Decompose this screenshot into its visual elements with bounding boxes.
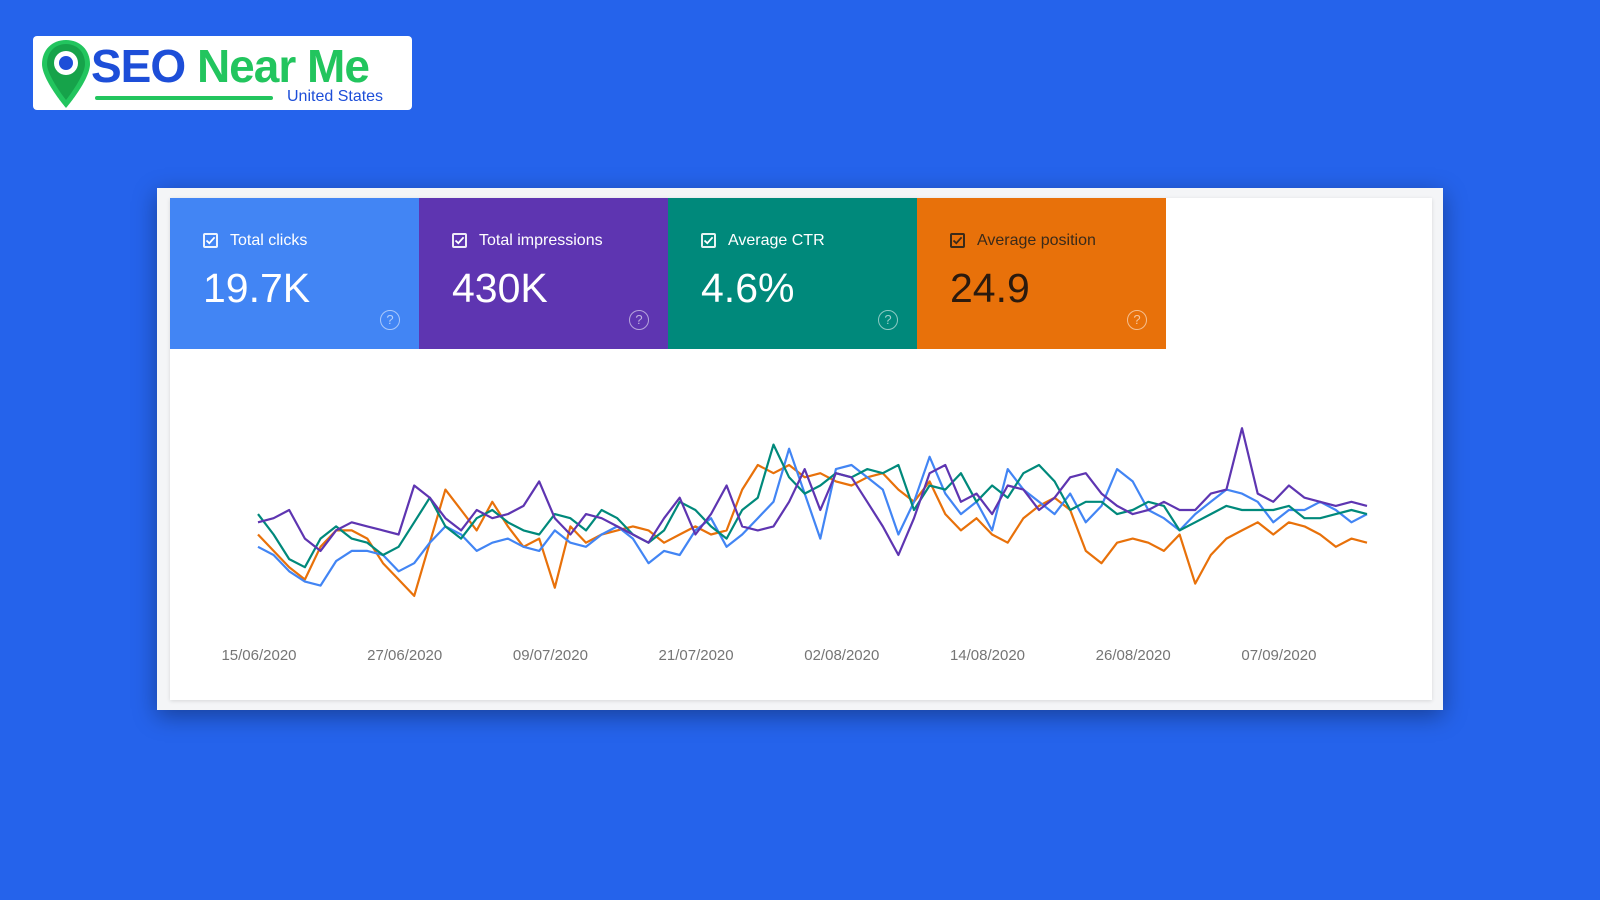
checkbox-icon[interactable] (950, 233, 965, 248)
help-icon[interactable]: ? (1127, 310, 1147, 330)
brand-name-part2: Near Me (196, 40, 370, 92)
metric-tile-total-clicks[interactable]: Total clicks 19.7K ? (170, 198, 419, 349)
brand-logo: SEO Near Me United States (33, 36, 412, 110)
help-icon[interactable]: ? (380, 310, 400, 330)
brand-country: United States (287, 88, 384, 105)
metric-tile-average-ctr[interactable]: Average CTR 4.6% ? (668, 198, 917, 349)
brand-underline (95, 96, 273, 100)
metric-value: 19.7K (203, 265, 311, 311)
metric-label: Average position (977, 232, 1096, 249)
help-icon[interactable]: ? (878, 310, 898, 330)
metric-value: 4.6% (701, 265, 795, 311)
metric-label: Average CTR (728, 232, 825, 249)
help-icon[interactable]: ? (629, 310, 649, 330)
metric-tile-total-impressions[interactable]: Total impressions 430K ? (419, 198, 668, 349)
map-pin-icon (42, 40, 90, 108)
checkbox-icon[interactable] (701, 233, 716, 248)
brand-name: SEO Near Me (91, 40, 370, 92)
brand-name-part1: SEO (91, 40, 186, 92)
checkbox-icon[interactable] (203, 233, 218, 248)
metric-tile-average-position[interactable]: Average position 24.9 ? (917, 198, 1166, 349)
metric-label: Total impressions (479, 232, 603, 249)
checkbox-icon[interactable] (452, 233, 467, 248)
metric-value: 430K (452, 265, 548, 311)
performance-card: Total clicks 19.7K ? Total impressions 4… (170, 198, 1432, 700)
metric-label: Total clicks (230, 232, 308, 249)
metric-value: 24.9 (950, 265, 1030, 311)
metric-tiles: Total clicks 19.7K ? Total impressions 4… (170, 198, 1166, 349)
